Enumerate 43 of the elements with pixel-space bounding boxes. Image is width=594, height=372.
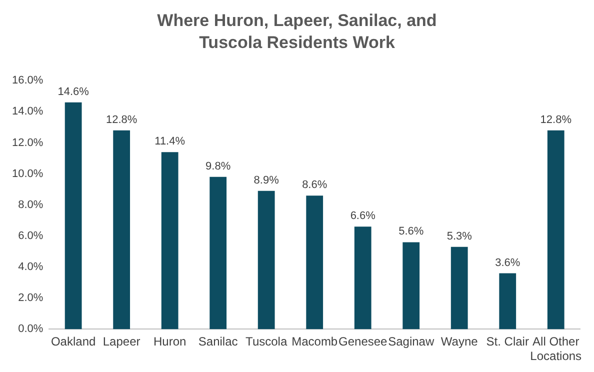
data-label: 12.8% [106,114,138,126]
bar [210,176,227,330]
chart-title: Where Huron, Lapeer, Sanilac, and Tuscola Residents Work [156,10,438,54]
bar [161,152,178,330]
data-label: 11.4% [154,136,186,148]
y-tick-label: 2.0% [18,292,44,304]
data-label: 12.8% [540,114,572,126]
data-label: 5.3% [446,230,472,242]
x-tick-label: Huron [153,334,186,349]
y-tick-label: 8.0% [18,198,44,211]
bar [64,102,82,330]
x-tick-label: Oakland [50,334,96,349]
x-tick-label: Lapeer [102,334,140,349]
x-tick-label: Tuscola [246,334,288,349]
bar [499,273,516,330]
x-tick-label: Wayne [440,334,478,349]
x-tick-label: All Other Locations [530,334,582,364]
x-tick-label: Genesee [338,334,388,349]
x-tick-label: Sanilac [198,334,238,349]
bar [547,130,564,330]
y-tick-label: 4.0% [18,261,44,274]
y-tick-label: 6.0% [18,230,44,242]
y-tick-label: 0.0% [18,323,44,336]
x-tick-label: St. Clair [486,334,529,349]
x-tick-label: Saginaw [388,334,434,349]
bar [258,190,275,330]
data-label: 14.6% [58,86,90,98]
data-label: 6.6% [350,210,376,222]
bar [354,226,372,330]
data-label: 3.6% [495,256,520,269]
data-label: 5.6% [398,226,424,238]
bar [450,246,468,330]
bar [306,196,324,330]
data-label: 8.6% [302,179,328,192]
y-tick-label: 12.0% [12,136,44,149]
data-label: 9.8% [206,160,231,172]
y-tick-label: 16.0% [12,74,44,87]
bar [113,130,130,330]
y-tick-label: 10.0% [12,168,44,180]
bar [402,242,420,330]
data-label: 8.9% [254,174,280,186]
x-tick-label: Macomb [292,334,338,349]
y-tick-label: 14.0% [12,106,44,118]
